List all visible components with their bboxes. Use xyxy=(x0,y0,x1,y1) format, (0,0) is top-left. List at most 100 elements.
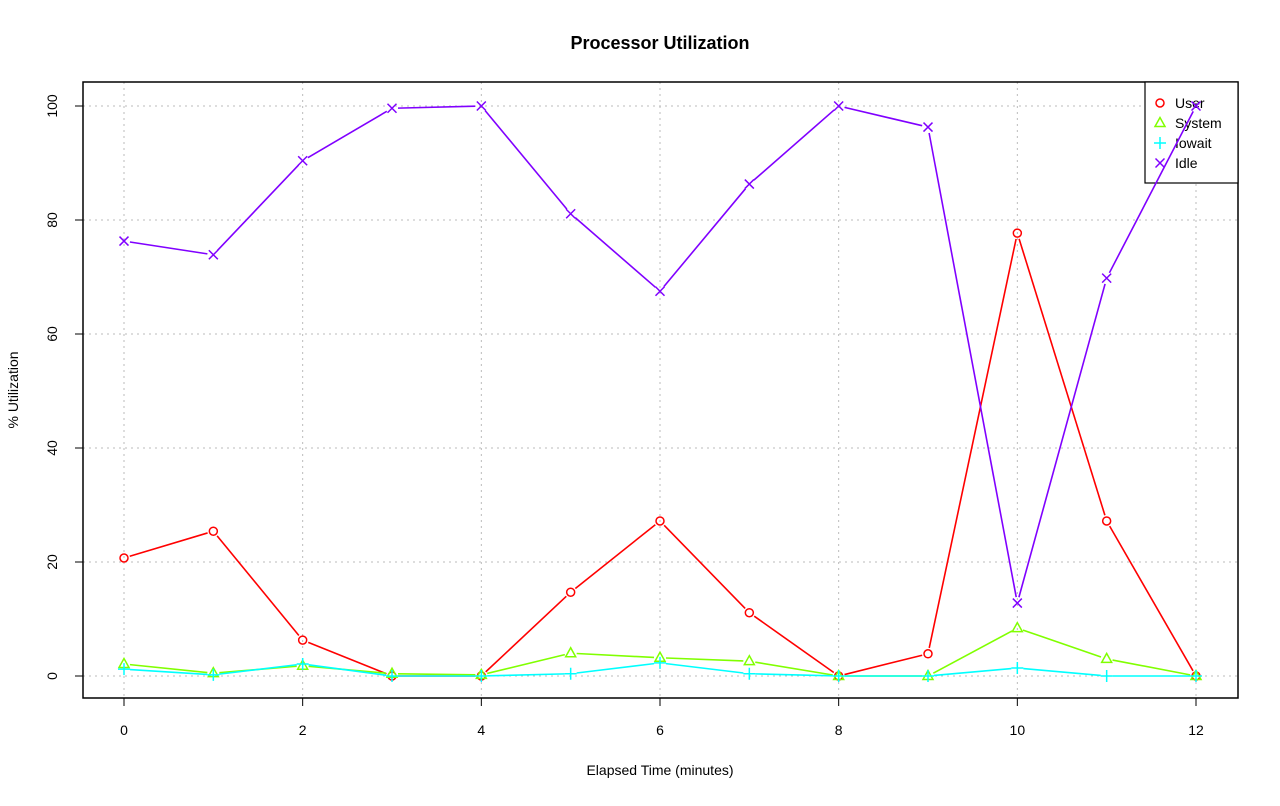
plus-marker xyxy=(386,670,398,682)
series-line-segment xyxy=(665,657,744,662)
circle-marker xyxy=(744,607,755,618)
x-tick-label: 4 xyxy=(477,722,485,738)
series-line-segment xyxy=(216,164,300,251)
cross-marker xyxy=(1154,157,1166,169)
series-line-segment xyxy=(129,241,208,255)
series-line-segment xyxy=(129,532,208,558)
circle-marker xyxy=(1012,228,1023,238)
cross-marker xyxy=(833,100,844,112)
y-tick-label: 60 xyxy=(44,326,60,342)
cross-marker xyxy=(1190,100,1202,112)
series-iowait xyxy=(118,656,1202,682)
series-line-segment xyxy=(576,652,655,659)
circle-marker xyxy=(565,587,576,597)
series-line-segment xyxy=(1018,238,1106,516)
circle-marker xyxy=(655,516,665,526)
y-tick-label: 40 xyxy=(44,440,60,456)
grid xyxy=(83,82,1238,698)
cross-marker xyxy=(386,103,398,114)
cross-marker xyxy=(565,208,576,219)
triangle-marker xyxy=(1011,621,1024,633)
x-axis-label: Elapsed Time (minutes) xyxy=(586,762,733,778)
series-line-segment xyxy=(397,672,476,676)
cross-marker xyxy=(208,249,219,260)
series-line-segment xyxy=(1023,667,1101,677)
chart-title: Processor Utilization xyxy=(570,33,749,53)
cross-marker xyxy=(654,286,666,297)
y-tick-label: 80 xyxy=(44,212,60,228)
plus-marker xyxy=(564,667,577,680)
x-tick-label: 8 xyxy=(835,722,843,738)
series-line-segment xyxy=(928,132,1018,598)
series-idle xyxy=(118,100,1202,609)
series-line-segment xyxy=(753,109,835,181)
series-system xyxy=(117,621,1203,681)
series-line-segment xyxy=(844,106,923,127)
series-line-segment xyxy=(219,663,297,675)
plus-marker xyxy=(1190,670,1202,682)
y-tick-label: 0 xyxy=(44,672,60,680)
plus-marker xyxy=(1154,137,1166,149)
x-tick-label: 6 xyxy=(656,722,664,738)
series-line-segment xyxy=(576,662,655,674)
cross-marker xyxy=(744,179,755,190)
series-line-segment xyxy=(216,535,300,636)
series-line-segment xyxy=(307,110,388,159)
plot-frame xyxy=(82,81,1239,699)
y-tick-label: 100 xyxy=(44,94,60,118)
series-line-segment xyxy=(663,188,747,288)
series-line-segment xyxy=(486,653,566,675)
series-line-segment xyxy=(574,524,656,590)
series-line-segment xyxy=(1018,283,1106,598)
plus-marker xyxy=(832,670,845,682)
series-line-segment xyxy=(1108,525,1194,672)
series-line-segment xyxy=(755,673,833,677)
series-line-segment xyxy=(484,110,568,210)
triangle-marker xyxy=(564,646,577,658)
series-line-segment xyxy=(485,595,567,673)
circle-marker xyxy=(208,526,219,536)
series-line-segment xyxy=(928,238,1017,649)
y-tick-label: 20 xyxy=(44,554,60,570)
plus-marker xyxy=(1011,662,1024,675)
cross-marker xyxy=(922,122,934,133)
triangle-marker xyxy=(1153,115,1167,128)
series-line-segment xyxy=(1108,110,1194,274)
circle-marker xyxy=(297,635,308,645)
x-tick-label: 12 xyxy=(1188,722,1204,738)
series-line-segment xyxy=(933,667,1012,677)
legend-label: System xyxy=(1175,115,1222,131)
triangle-marker xyxy=(743,654,756,666)
series-group xyxy=(117,100,1203,682)
cross-marker xyxy=(1101,273,1112,284)
legend-label: Iowait xyxy=(1175,135,1212,151)
circle-marker xyxy=(923,649,933,659)
circle-marker xyxy=(119,553,129,563)
axis-ticks: 0 2 4 6 8 10 12 0 20 40 60 80 100 xyxy=(44,94,1204,738)
series-line-segment xyxy=(753,615,835,674)
circle-marker xyxy=(1101,516,1112,526)
series-line-segment xyxy=(755,661,833,676)
y-axis-label: % Utilization xyxy=(5,351,21,428)
series-line-segment xyxy=(397,105,476,109)
plus-marker xyxy=(207,668,220,681)
triangle-marker xyxy=(1100,651,1113,664)
x-tick-label: 10 xyxy=(1010,722,1026,738)
series-line-segment xyxy=(487,673,565,677)
cross-marker xyxy=(297,155,308,166)
x-tick-label: 0 xyxy=(120,722,128,738)
plus-marker xyxy=(654,656,666,669)
plus-marker xyxy=(1100,670,1113,682)
legend-label: Idle xyxy=(1175,155,1198,171)
plus-marker xyxy=(743,667,756,680)
circle-marker xyxy=(1155,98,1165,108)
plus-marker xyxy=(922,670,934,682)
x-tick-label: 2 xyxy=(299,722,307,738)
series-line-segment xyxy=(574,217,656,288)
series-line-segment xyxy=(932,630,1013,674)
series-line-segment xyxy=(665,662,744,674)
legend: User System Iowait Idle xyxy=(1144,81,1239,184)
cross-marker xyxy=(476,100,487,112)
cross-marker xyxy=(1012,598,1023,609)
